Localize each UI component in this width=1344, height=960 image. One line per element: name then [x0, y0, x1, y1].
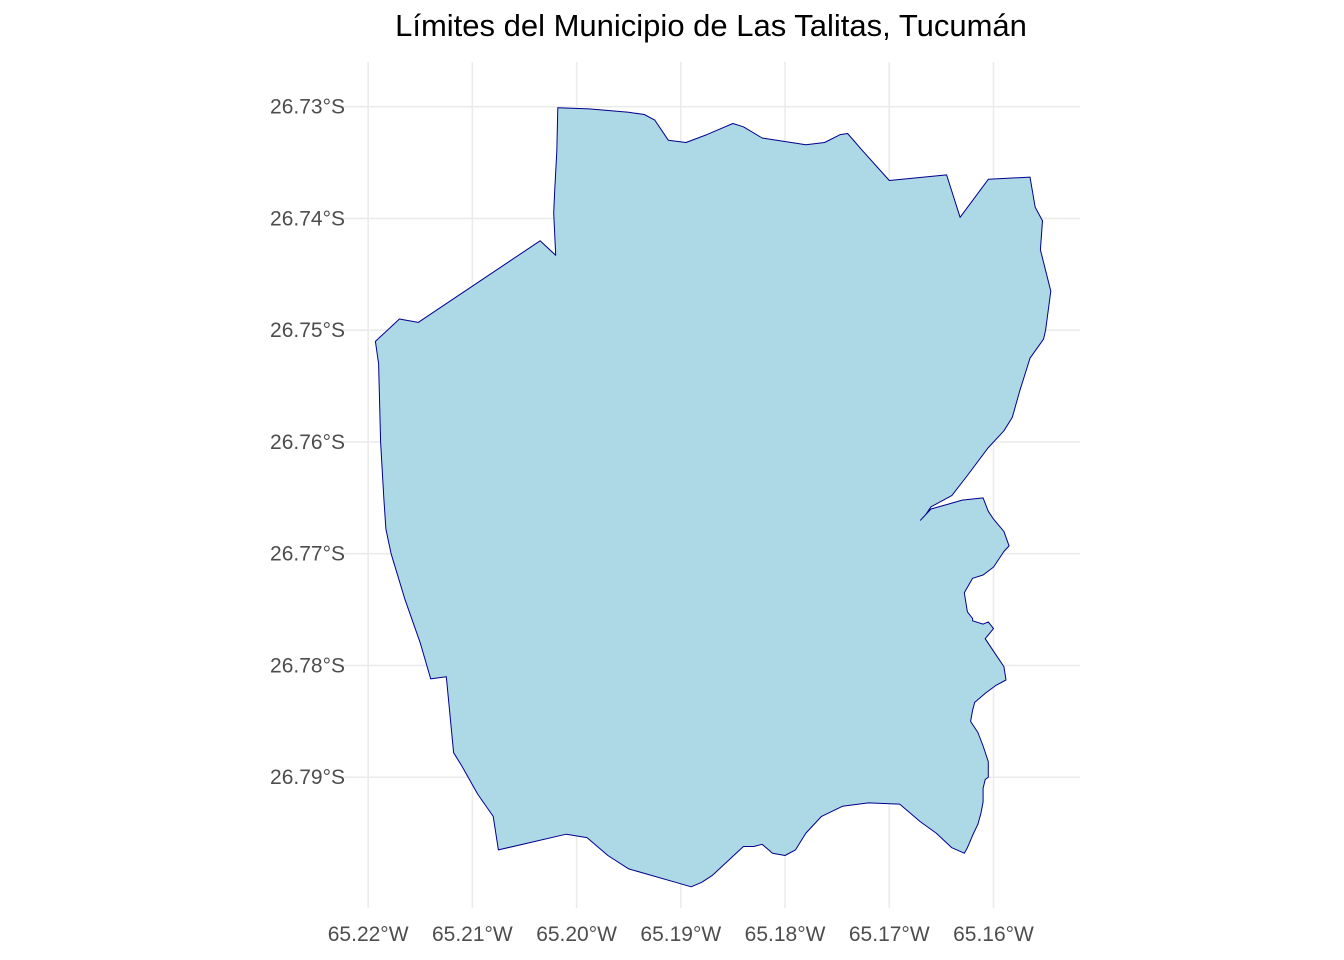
- y-tick-label: 26.78°S: [270, 654, 345, 677]
- y-tick-label: 26.79°S: [270, 766, 345, 789]
- y-tick-label: 26.73°S: [270, 96, 345, 119]
- y-tick-label: 26.74°S: [270, 207, 345, 230]
- y-tick-label: 26.75°S: [270, 319, 345, 342]
- x-tick-label: 65.16°W: [953, 923, 1034, 946]
- y-tick-label: 26.76°S: [270, 431, 345, 454]
- x-tick-label: 65.21°W: [432, 923, 513, 946]
- x-tick-label: 65.19°W: [640, 923, 721, 946]
- x-tick-label: 65.18°W: [745, 923, 826, 946]
- x-tick-label: 65.17°W: [849, 923, 930, 946]
- map-title: Límites del Municipio de Las Talitas, Tu…: [395, 8, 1027, 43]
- y-tick-label: 26.77°S: [270, 543, 345, 566]
- longitude-tick-labels: 65.22°W 65.21°W 65.20°W 65.19°W 65.18°W 65.17…: [328, 923, 1034, 946]
- x-tick-label: 65.22°W: [328, 923, 409, 946]
- x-tick-label: 65.20°W: [536, 923, 617, 946]
- latitude-tick-labels: 26.73°S 26.74°S 26.75°S 26.76°S 26.77°S 26.78…: [270, 96, 345, 790]
- municipality-boundary: [374, 107, 1052, 888]
